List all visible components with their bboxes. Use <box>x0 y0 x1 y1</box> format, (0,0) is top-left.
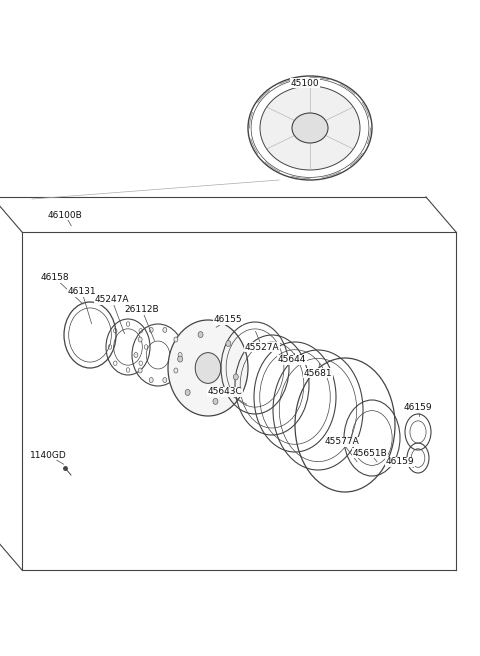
Text: 46100B: 46100B <box>48 211 83 226</box>
Ellipse shape <box>178 352 182 358</box>
Ellipse shape <box>134 352 138 358</box>
Ellipse shape <box>185 390 190 396</box>
Text: 46131: 46131 <box>68 287 96 323</box>
Text: 46158: 46158 <box>41 274 83 304</box>
Ellipse shape <box>213 398 218 404</box>
Text: 45577A: 45577A <box>324 438 360 462</box>
Ellipse shape <box>233 374 238 380</box>
Ellipse shape <box>168 320 248 416</box>
Text: 1140GD: 1140GD <box>30 451 66 464</box>
Text: 26112B: 26112B <box>125 306 159 340</box>
Ellipse shape <box>163 327 167 333</box>
Ellipse shape <box>178 356 183 362</box>
Ellipse shape <box>195 353 221 383</box>
Ellipse shape <box>260 86 360 170</box>
Text: 45527A: 45527A <box>245 331 279 352</box>
Ellipse shape <box>174 337 178 342</box>
Ellipse shape <box>138 337 142 342</box>
Text: 46159: 46159 <box>386 457 414 468</box>
Text: 45651B: 45651B <box>353 449 387 462</box>
Ellipse shape <box>138 368 142 373</box>
Text: 46159: 46159 <box>404 403 432 417</box>
Ellipse shape <box>149 378 153 382</box>
Text: 45100: 45100 <box>291 79 319 87</box>
Text: 45247A: 45247A <box>95 295 129 334</box>
Text: 46155: 46155 <box>214 316 242 327</box>
Ellipse shape <box>292 113 328 143</box>
Ellipse shape <box>149 327 153 333</box>
Text: 45644: 45644 <box>278 354 306 365</box>
Ellipse shape <box>198 332 203 338</box>
Ellipse shape <box>163 378 167 382</box>
Text: 45643C: 45643C <box>208 388 247 404</box>
Text: 45681: 45681 <box>304 363 332 377</box>
Ellipse shape <box>174 368 178 373</box>
Ellipse shape <box>226 340 231 346</box>
